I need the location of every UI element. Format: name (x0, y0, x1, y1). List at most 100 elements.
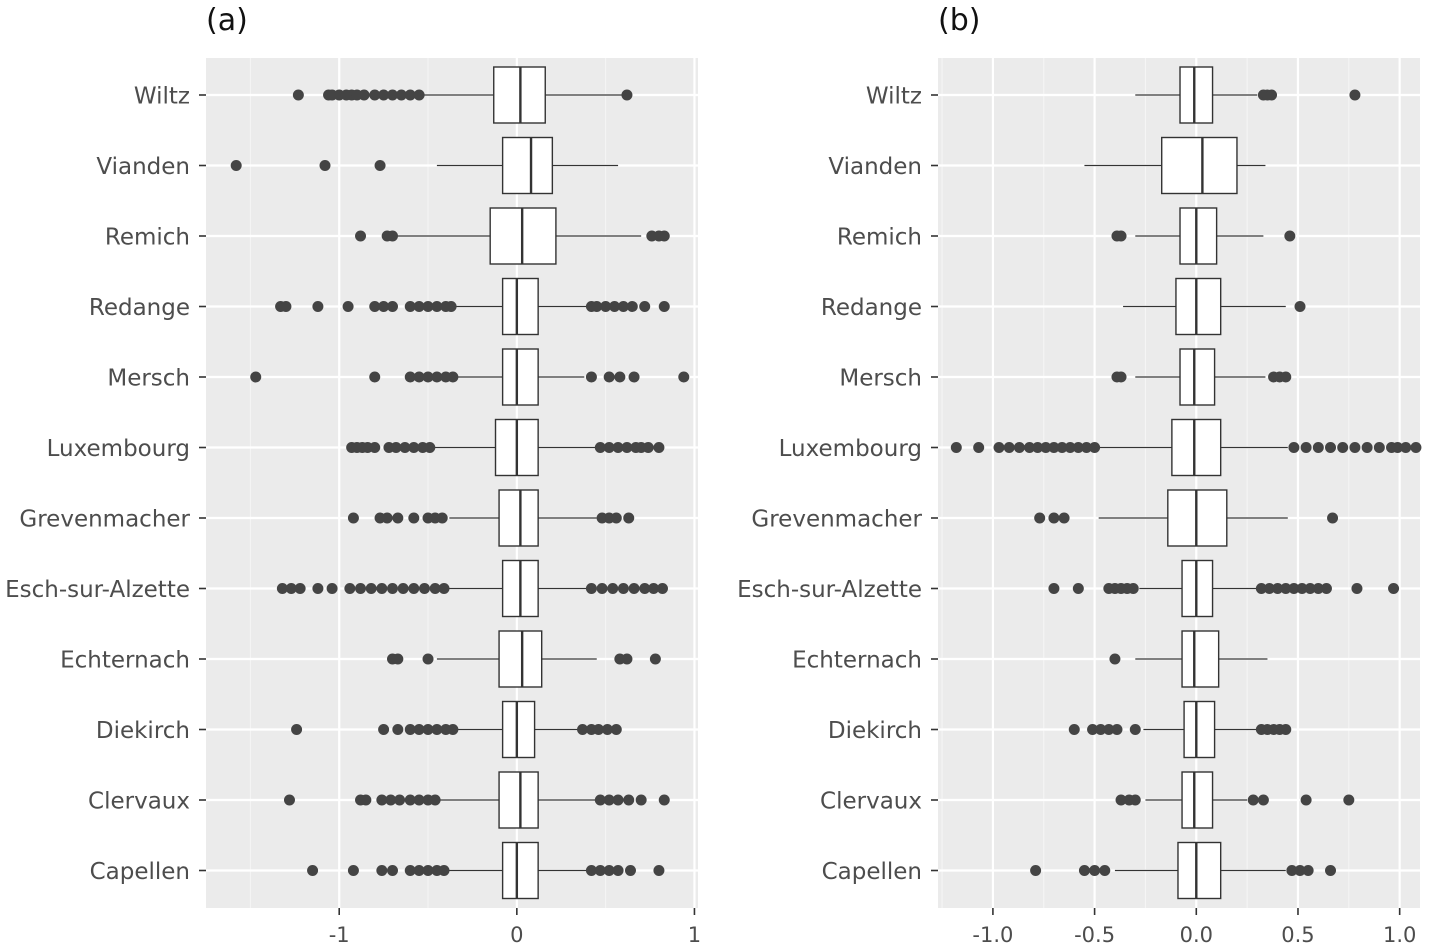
outlier-point (1078, 865, 1090, 876)
outlier-point (1266, 89, 1278, 101)
outlier-point (594, 794, 606, 806)
outlier-point (639, 301, 651, 312)
outlier-point (376, 583, 388, 594)
outlier-point (1115, 371, 1127, 383)
outlier-point (436, 512, 448, 524)
outlier-point (378, 301, 390, 312)
outlier-point (1064, 442, 1076, 453)
outlier-point (585, 371, 597, 383)
outlier-point (1388, 583, 1400, 594)
outlier-point (621, 653, 633, 665)
outlier-point (404, 794, 416, 806)
outlier-point (413, 865, 425, 876)
outlier-point (1280, 724, 1292, 735)
outlier-point (424, 442, 436, 453)
outlier-point (658, 794, 670, 806)
panel-b-box-esch-sur-alzette (1048, 559, 1400, 618)
panel-b-category-label-luxembourg: Luxembourg (779, 436, 922, 462)
outlier-point (1349, 89, 1361, 101)
outlier-point (1127, 583, 1139, 594)
iqr-box (1183, 700, 1216, 759)
panel-a-box-esch-sur-alzette (276, 559, 668, 618)
outlier-point (600, 301, 612, 312)
outlier-point (1068, 724, 1080, 735)
outlier-point (1072, 442, 1084, 453)
panel-b-category-label-redange: Redange (821, 295, 922, 321)
outlier-point (1373, 442, 1385, 453)
iqr-box (498, 630, 543, 688)
iqr-box (498, 489, 539, 547)
panel-b-box-vianden (1084, 136, 1266, 195)
outlier-point (431, 301, 443, 312)
outlier-point (408, 583, 420, 594)
outlier-point (312, 583, 324, 594)
outlier-point (628, 371, 640, 383)
outlier-point (1351, 583, 1363, 594)
outlier-point (1272, 583, 1284, 594)
iqr-box (498, 771, 539, 829)
panel-a-box-mersch (250, 348, 690, 406)
outlier-point (1337, 442, 1349, 453)
outlier-point (593, 724, 605, 735)
outlier-point (601, 724, 613, 735)
iqr-box (1171, 418, 1222, 477)
panel-a-box-diekirch (291, 700, 622, 759)
outlier-point (639, 583, 651, 594)
outlier-point (413, 301, 425, 312)
panel-a-x-tick-label: 0 (510, 923, 523, 947)
panel-label-b: (b) (938, 3, 980, 38)
panel-a-x-tick-label: -1 (329, 923, 350, 947)
outlier-point (386, 865, 398, 876)
outlier-point (653, 865, 665, 876)
panel-b-category-label-esch-sur-alzette: Esch-sur-Alzette (737, 577, 922, 603)
panel-a: -1 0 1 Wiltz Vianden Remich Redange Mersch Luxem… (5, 58, 701, 947)
outlier-point (1095, 724, 1107, 735)
outlier-point (1410, 442, 1422, 453)
panel-a-category-label-clervaux: Clervaux (88, 789, 190, 815)
iqr-box (501, 348, 539, 406)
outlier-point (1056, 442, 1068, 453)
outlier-point (585, 865, 597, 876)
outlier-point (610, 724, 622, 735)
panel-a-category-label-mersch: Mersch (107, 366, 190, 392)
outlier-point (392, 512, 404, 524)
outlier-point (1288, 583, 1300, 594)
iqr-box (1179, 348, 1216, 406)
outlier-point (1089, 865, 1101, 876)
outlier-point (1343, 794, 1355, 806)
outlier-point (404, 89, 416, 101)
iqr-box (501, 136, 554, 195)
outlier-point (1087, 724, 1099, 735)
outlier-point (386, 89, 398, 101)
outlier-point (1024, 442, 1036, 453)
outlier-point (369, 442, 381, 453)
outlier-point (408, 442, 420, 453)
outlier-point (326, 583, 338, 594)
panel-a-category-label-echternach: Echternach (60, 648, 190, 674)
outlier-point (230, 160, 242, 171)
outlier-point (445, 301, 457, 312)
outlier-point (360, 794, 372, 806)
outlier-point (614, 371, 626, 383)
outlier-point (438, 583, 450, 594)
outlier-point (612, 442, 624, 453)
outlier-point (422, 724, 434, 735)
outlier-point (1080, 442, 1092, 453)
outlier-point (404, 301, 416, 312)
outlier-point (1111, 724, 1123, 735)
outlier-point (294, 583, 306, 594)
panel-b-category-label-vianden: Vianden (828, 154, 922, 180)
outlier-point (292, 89, 304, 101)
outlier-point (1361, 442, 1373, 453)
outlier-point (413, 89, 425, 101)
outlier-point (1392, 442, 1404, 453)
outlier-point (381, 512, 393, 524)
outlier-point (1115, 794, 1127, 806)
panel-a-category-label-redange: Redange (89, 295, 190, 321)
panel-a-box-wiltz (292, 66, 633, 124)
outlier-point (1257, 794, 1269, 806)
panel-b-category-label-capellen: Capellen (822, 859, 922, 885)
outlier-point (355, 583, 367, 594)
outlier-point (319, 160, 331, 171)
iqr-box (501, 277, 539, 336)
